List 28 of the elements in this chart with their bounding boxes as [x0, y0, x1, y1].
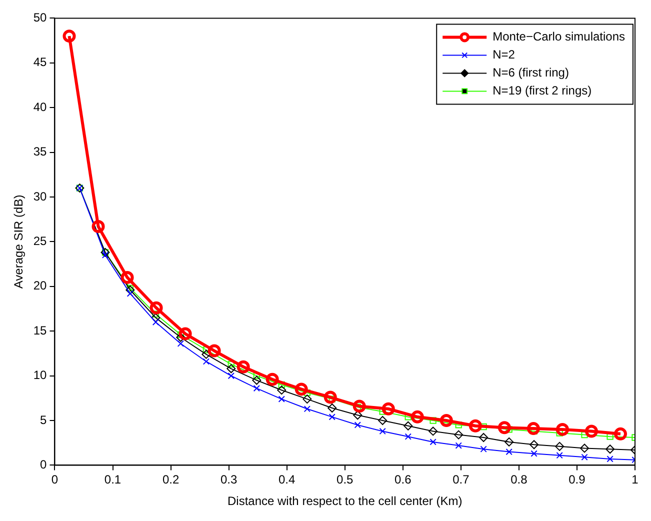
x-tick-label: 0.2 [162, 472, 180, 487]
x-tick-label: 0.4 [278, 472, 296, 487]
y-tick-label: 5 [40, 412, 48, 427]
x-tick-label: 0.3 [220, 472, 238, 487]
y-axis-title: Average SIR (dB) [12, 194, 26, 289]
y-tick-label: 10 [33, 368, 48, 382]
y-tick-label: 25 [33, 234, 48, 248]
y-tick-label: 45 [33, 55, 48, 70]
y-tick-label: 0 [40, 458, 48, 472]
x-tick-label: 0.7 [452, 472, 470, 487]
x-tick-label: 0.9 [568, 472, 586, 487]
legend-label: N=19 (first 2 rings) [492, 84, 592, 98]
y-tick-label: 35 [33, 144, 48, 159]
x-tick-label: 0.6 [394, 472, 412, 487]
legend-label: Monte−Carlo simulations [492, 30, 626, 44]
x-tick-label: 0.1 [104, 472, 122, 487]
y-tick-label: 30 [33, 189, 48, 204]
x-tick-label: 0.5 [336, 472, 354, 487]
x-tick-label: 0 [51, 472, 58, 487]
y-tick-label: 20 [33, 278, 48, 293]
y-tick-label: 15 [33, 323, 48, 338]
x-tick-label: 0.8 [510, 472, 528, 487]
legend-label: N=2 [492, 48, 516, 62]
legend-label: N=6 (first ring) [492, 66, 569, 80]
x-tick-label: 1 [632, 472, 639, 487]
y-tick-label: 40 [33, 100, 48, 114]
x-axis-title: Distance with respect to the cell center (Km) [227, 494, 462, 508]
y-tick-label: 50 [33, 10, 48, 25]
